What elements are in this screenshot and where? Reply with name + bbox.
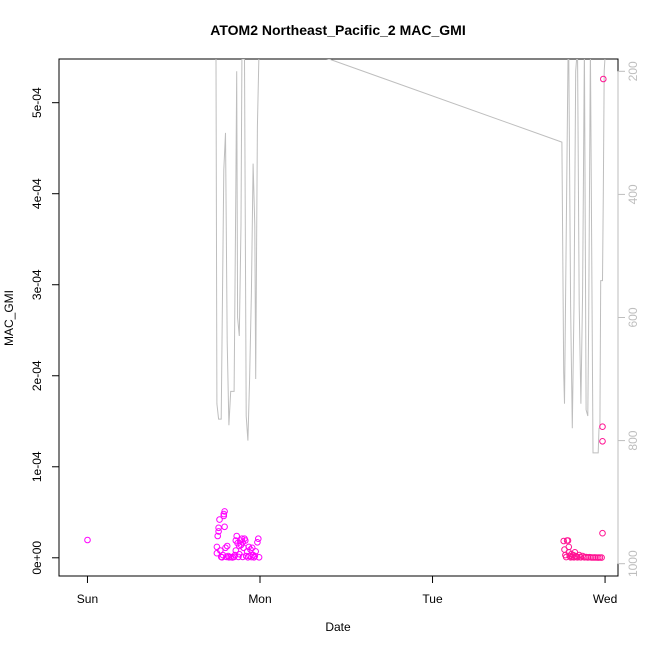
data-point (242, 537, 249, 544)
y2-tick-label: 200 (626, 61, 640, 81)
x-axis: Sun Mon Tue Wed (77, 575, 617, 606)
data-point (599, 529, 606, 537)
y-axis: 0e+00 1e-04 2e-04 3e-04 4e-04 5e-04 (30, 87, 60, 575)
pressure-line-layer (215, 59, 606, 454)
y-tick-label: 2e-04 (30, 360, 44, 391)
data-point (238, 535, 246, 543)
points-layer (84, 75, 607, 561)
data-point (235, 553, 242, 561)
data-point (564, 537, 572, 544)
data-point (223, 542, 231, 550)
y2-tick-label: 600 (626, 307, 640, 327)
data-point (233, 532, 240, 540)
y-tick-label: 4e-04 (30, 178, 44, 209)
data-point (213, 543, 221, 551)
x-tick-label: Tue (422, 592, 443, 606)
data-point (84, 536, 91, 544)
data-point (565, 543, 573, 551)
data-point (221, 508, 228, 515)
y2-tick-label: 400 (626, 184, 640, 204)
data-point (252, 548, 259, 555)
chart-title: ATOM2 Northeast_Pacific_2 MAC_GMI (210, 22, 465, 38)
data-point (232, 547, 240, 554)
data-point (221, 523, 228, 531)
y-tick-label: 5e-04 (30, 87, 44, 118)
data-point (214, 532, 221, 540)
x-tick-label: Sun (77, 592, 98, 606)
y2-axis: 200 400 600 800 1000 (617, 61, 640, 577)
y-axis-label: MAC_GMI (2, 290, 16, 346)
data-point (248, 544, 256, 552)
data-point (215, 528, 222, 535)
data-point (600, 75, 607, 83)
data-point (560, 537, 568, 545)
y2-tick-label: 1000 (626, 550, 640, 577)
plot-box (58, 58, 619, 577)
y2-tick-label: 800 (626, 430, 640, 450)
y-tick-label: 0e+00 (30, 541, 44, 575)
data-point (220, 510, 228, 518)
data-point (254, 539, 261, 546)
data-point (220, 512, 228, 520)
data-point (255, 554, 263, 561)
x-tick-label: Mon (248, 592, 271, 606)
y-tick-label: 1e-04 (30, 451, 44, 482)
data-point (216, 516, 223, 523)
data-point (599, 438, 606, 445)
data-point (598, 554, 605, 561)
pressure-series-line (215, 59, 606, 454)
data-point (599, 423, 606, 431)
data-point (222, 544, 229, 552)
data-point (251, 552, 259, 560)
x-tick-label: Wed (593, 592, 617, 606)
data-point (248, 553, 255, 561)
data-point (215, 524, 222, 532)
data-point (254, 535, 262, 543)
x-axis-label: Date (325, 620, 351, 634)
y-tick-label: 3e-04 (30, 269, 44, 300)
data-point (231, 551, 239, 559)
